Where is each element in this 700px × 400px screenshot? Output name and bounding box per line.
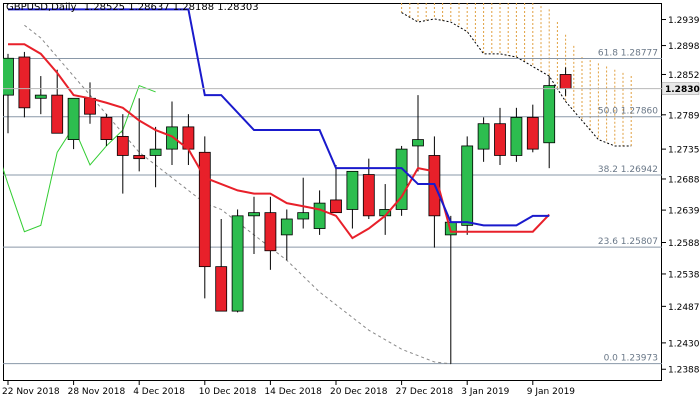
bullish-candle (166, 126, 178, 150)
y-axis-tick-label: 1.25385 (668, 270, 700, 280)
fib-level-label: 0.0 1.23973 (604, 354, 658, 364)
chart-header: GBPUSD,Daily 1.28525 1.28637 1.28188 1.2… (6, 2, 263, 13)
bullish-candle (149, 148, 162, 156)
bullish-candle (477, 123, 490, 150)
bullish-candle (280, 218, 293, 236)
x-axis-tick-label: 10 Dec 2018 (199, 387, 257, 397)
fib-level-label: 50.0 1.27860 (598, 107, 658, 117)
current-price-box (661, 82, 700, 95)
y-axis-tick-label: 1.25880 (668, 239, 700, 249)
bearish-candle (330, 199, 342, 214)
bearish-candle (264, 212, 277, 252)
bullish-candle (395, 148, 408, 210)
bullish-candle (297, 212, 310, 220)
y-axis-tick-label: 1.29390 (668, 16, 700, 26)
bullish-candle (67, 97, 80, 140)
x-axis: 22 Nov 2018 28 Nov 2018 4 Dec 2018 10 Dec 2… (2, 381, 575, 397)
bullish-candle (346, 170, 359, 210)
bullish-candle (248, 212, 260, 217)
cloud-lower-span (401, 12, 632, 147)
bearish-candle (215, 266, 228, 312)
bearish-candle (84, 97, 96, 115)
bullish-candle (461, 145, 474, 226)
x-axis-tick-label: 27 Dec 2018 (396, 387, 454, 397)
bearish-candle (559, 74, 572, 89)
current-price-label: 1.28303 (665, 85, 700, 95)
bearish-candle (18, 56, 31, 109)
y-axis-tick-label: 1.26390 (668, 207, 700, 217)
symbol-label: GBPUSD,Daily (6, 2, 77, 13)
blue-indicator-line (8, 8, 550, 227)
bearish-candle (526, 116, 539, 150)
x-axis-tick-label: 28 Nov 2018 (68, 387, 126, 397)
y-axis-tick-label: 1.28980 (668, 42, 700, 52)
y-axis: 1.29390 1.28980 1.28525 1.27890 1.27350 1.268… (661, 16, 700, 376)
bearish-candle (51, 94, 64, 134)
fib-level-label: 61.8 1.28777 (598, 48, 658, 58)
y-axis-tick-label: 1.27890 (668, 111, 700, 121)
bullish-candle (34, 94, 47, 99)
bullish-candle (412, 139, 424, 147)
bullish-candle (3, 57, 14, 96)
bullish-candle (510, 116, 523, 156)
y-axis-tick-label: 1.28525 (668, 71, 700, 81)
y-axis-tick-label: 1.27350 (668, 146, 700, 156)
red-indicator-line (8, 43, 550, 240)
plot-frame (3, 3, 662, 381)
bearish-candle (362, 174, 375, 217)
ohlc-label: 1.28525 1.28637 1.28188 1.28303 (83, 2, 259, 13)
y-axis-tick-label: 1.24300 (668, 339, 700, 349)
fib-trend-line (24, 24, 451, 365)
bullish-candle (231, 215, 244, 312)
x-axis-tick-label: 3 Jan 2019 (461, 387, 509, 397)
bearish-candle (116, 136, 129, 156)
bearish-candle (100, 116, 113, 140)
bullish-candle (313, 202, 326, 229)
x-axis-tick-label: 14 Dec 2018 (264, 387, 322, 397)
fib-level-label: 38.2 1.26942 (598, 165, 658, 175)
y-axis-tick-label: 1.26880 (668, 175, 700, 185)
bullish-candle (543, 85, 556, 144)
x-axis-tick-label: 9 Jan 2019 (527, 387, 575, 397)
plot-area: 61.8 1.28777 50.0 1.27860 38.2 1.26942 23.6… (3, 3, 662, 365)
bearish-candle (198, 151, 211, 268)
bearish-candle (133, 155, 146, 160)
fib-level-label: 23.6 1.25807 (598, 237, 658, 247)
x-axis-tick-label: 20 Dec 2018 (330, 387, 388, 397)
y-axis-tick-label: 1.23885 (668, 366, 700, 376)
bearish-candle (494, 123, 506, 156)
x-axis-tick-label: 4 Dec 2018 (133, 387, 185, 397)
x-axis-tick-label: 22 Nov 2018 (2, 387, 60, 397)
y-axis-tick-label: 1.24875 (668, 303, 700, 313)
